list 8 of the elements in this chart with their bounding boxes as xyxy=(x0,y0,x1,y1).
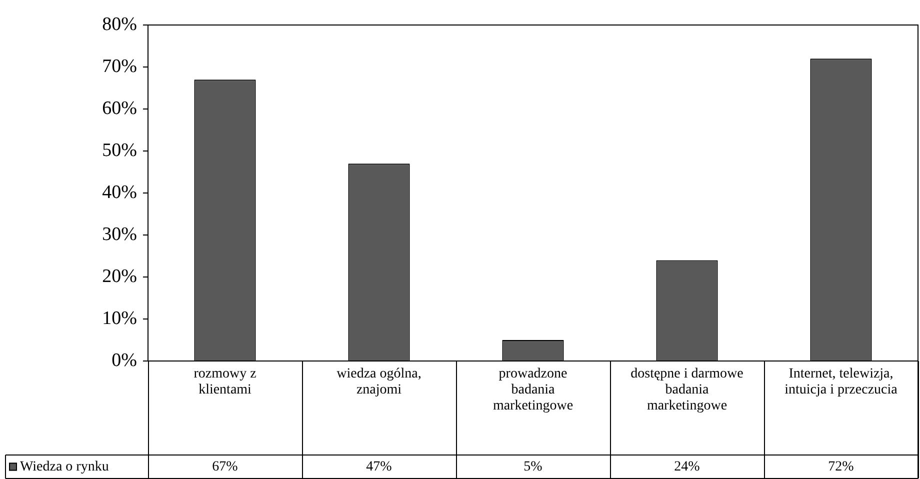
y-tick-label: 30% xyxy=(102,224,138,245)
y-tick-label: 20% xyxy=(102,266,138,287)
y-tick-label: 50% xyxy=(102,140,138,161)
y-tick-label: 60% xyxy=(102,98,138,119)
y-tick-label: 70% xyxy=(102,56,138,77)
y-tick-label: 10% xyxy=(102,308,138,329)
y-tick-label: 80% xyxy=(102,14,138,35)
y-tick-label: 40% xyxy=(102,182,138,203)
